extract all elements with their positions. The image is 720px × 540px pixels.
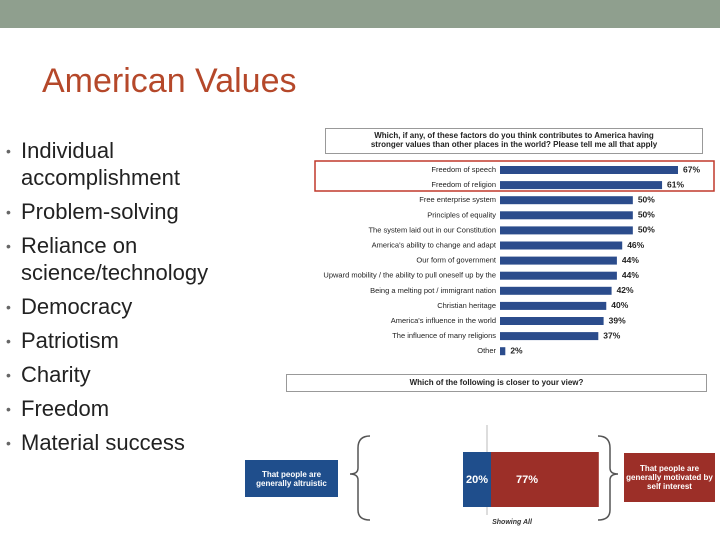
bullet-text: Charity (21, 362, 91, 387)
bullet-item: Charity (6, 358, 256, 392)
bullet-text: Freedom (21, 396, 110, 421)
left-brace (349, 435, 371, 521)
value-label: 77% (516, 474, 538, 486)
category-label: The influence of many religions (392, 331, 496, 340)
bullet-item: Reliance on science/technology (6, 229, 256, 290)
category-label: Being a melting pot / immigrant nation (370, 286, 496, 295)
value-label: 39% (609, 315, 626, 325)
category-label: Freedom of religion (431, 180, 496, 189)
category-label: Principles of equality (427, 210, 496, 219)
category-label: Other (477, 346, 496, 355)
bullet-item: Individual accomplishment (6, 134, 256, 195)
bar-segment (463, 452, 491, 507)
bar (500, 332, 599, 341)
category-label: The system laid out in our Constitution (368, 225, 496, 234)
bullet-text: Democracy (21, 294, 133, 319)
value-label: 44% (622, 270, 639, 280)
value-label: 50% (638, 194, 655, 204)
category-label: Freedom of speech (431, 165, 496, 174)
bar (500, 317, 604, 325)
bar (500, 211, 633, 220)
chart-question: Which of the following is closer to your… (286, 374, 707, 392)
bullet-text: Patriotism (21, 328, 119, 353)
value-label: 46% (627, 240, 644, 250)
value-label: 50% (638, 225, 655, 235)
value-label: 61% (667, 179, 684, 189)
bullet-text: Material success (21, 430, 185, 455)
bar (500, 256, 617, 265)
value-label: 67% (683, 164, 700, 174)
value-label: 42% (617, 285, 634, 295)
category-label: Upward mobility / the ability to pull on… (323, 271, 496, 280)
category-label: America's influence in the world (391, 316, 496, 325)
bullet-text: Individual accomplishment (21, 138, 180, 190)
bullet-text: Reliance on science/technology (21, 233, 209, 285)
bullet-item: Problem-solving (6, 195, 256, 229)
bullet-text: Problem-solving (21, 199, 179, 224)
bar-segment (491, 452, 599, 507)
bar (500, 241, 623, 250)
chart-question: Which, if any, of these factors do you t… (325, 128, 703, 154)
highlight-box (314, 160, 715, 192)
bar (500, 166, 678, 174)
value-label: 20% (466, 474, 488, 486)
bar (500, 181, 663, 190)
bar (500, 347, 506, 356)
bar (500, 286, 612, 295)
category-label: Christian heritage (437, 301, 496, 310)
value-label: 50% (638, 210, 655, 220)
bullet-item: Patriotism (6, 324, 256, 358)
bar (500, 271, 617, 280)
value-label: 2% (510, 345, 523, 355)
value-label: 44% (622, 255, 639, 265)
legend-box: That people are generally motivated by s… (624, 453, 715, 502)
bullet-item: Material success (6, 426, 256, 460)
legend-box: That people are generally altruistic (245, 460, 338, 497)
bullet-item: Democracy (6, 290, 256, 324)
right-brace (597, 435, 619, 521)
bullet-item: Freedom (6, 392, 256, 426)
bar (500, 301, 607, 310)
category-label: Our form of government (416, 256, 497, 265)
x-axis-label: Showing All (492, 519, 533, 526)
category-label: America's ability to change and adapt (372, 240, 497, 249)
bar (500, 226, 633, 235)
bar (500, 196, 633, 205)
value-label: 40% (611, 300, 628, 310)
top-bar (0, 0, 720, 28)
slide-title: American Values (42, 62, 297, 100)
value-label: 37% (603, 330, 620, 340)
bullet-list: Individual accomplishment Problem-solving… (6, 134, 256, 460)
category-label: Free enterprise system (419, 195, 496, 204)
